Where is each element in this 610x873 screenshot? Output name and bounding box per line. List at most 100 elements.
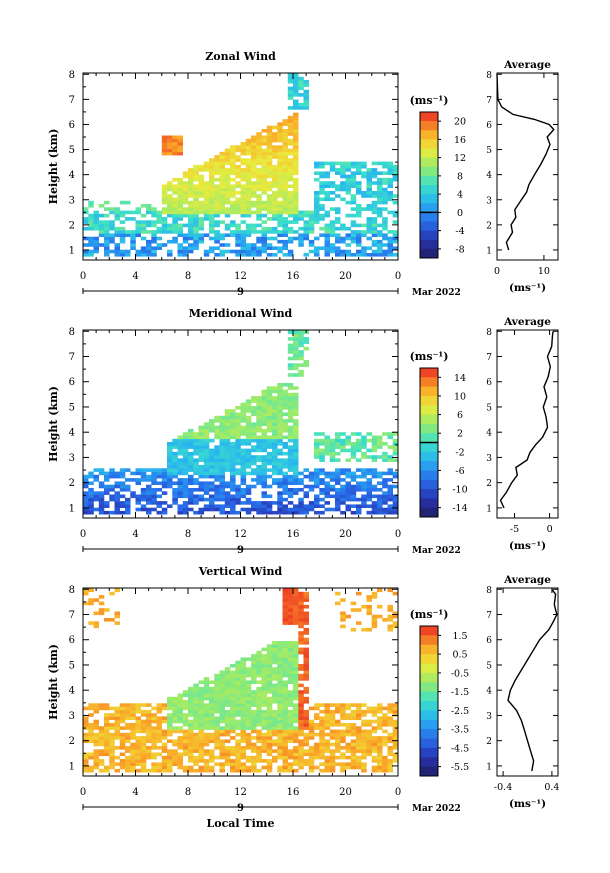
heatmap-cell xyxy=(282,703,288,707)
heatmap-cell xyxy=(314,236,320,241)
heatmap-cell xyxy=(329,752,336,757)
heatmap-cell xyxy=(303,723,309,727)
heatmap-cell xyxy=(266,155,273,159)
heatmap-cell xyxy=(235,223,241,228)
heatmap-cell xyxy=(298,749,304,753)
heatmap-cell xyxy=(361,732,367,737)
heatmap-cell xyxy=(303,739,309,743)
heatmap-cell xyxy=(83,752,89,757)
heatmap-cell xyxy=(83,768,89,773)
heatmap-cell xyxy=(240,458,247,462)
heatmap-cell xyxy=(219,474,225,479)
colorbar-tick-label: 10 xyxy=(454,391,466,402)
heatmap-cell xyxy=(188,732,194,737)
heatmap-cell xyxy=(387,504,393,508)
heatmap-cell xyxy=(245,253,252,257)
heatmap-cell xyxy=(135,709,141,714)
heatmap-cell xyxy=(198,768,205,773)
heatmap-cell xyxy=(282,696,288,701)
heatmap-cell xyxy=(319,703,325,707)
heatmap-cell xyxy=(151,471,157,476)
heatmap-cell xyxy=(104,236,110,241)
heatmap-cell xyxy=(219,484,225,489)
heatmap-cell xyxy=(293,435,299,440)
heatmap-cell xyxy=(282,768,288,773)
heatmap-cell xyxy=(240,664,247,668)
heatmap-cell xyxy=(203,732,210,737)
heatmap-cell xyxy=(293,337,299,341)
heatmap-cell xyxy=(261,742,267,747)
heatmap-cell xyxy=(182,236,189,241)
heatmap-cell xyxy=(282,151,288,156)
heatmap-cell xyxy=(172,151,178,156)
heatmap-cell xyxy=(277,700,283,704)
heatmap-cell xyxy=(287,249,294,254)
heatmap-cell xyxy=(88,703,94,707)
heatmap-cell xyxy=(167,696,173,701)
colorbar-tick-label: -5.5 xyxy=(451,762,469,773)
heatmap-cell xyxy=(98,739,105,743)
heatmap-cell xyxy=(219,220,225,224)
heatmap-cell xyxy=(251,723,257,727)
heatmap-cell xyxy=(156,246,162,250)
heatmap-cell xyxy=(214,488,220,492)
heatmap-cell xyxy=(287,125,294,130)
heatmap-cell xyxy=(287,330,294,335)
heatmap-cell xyxy=(93,217,99,221)
heatmap-cell xyxy=(209,438,215,443)
heatmap-cell xyxy=(203,719,210,724)
average-y-tick-label: 5 xyxy=(486,403,492,413)
heatmap-cell xyxy=(398,703,404,707)
heatmap-cell xyxy=(240,749,247,753)
heatmap-cell xyxy=(167,749,173,753)
heatmap-cell xyxy=(230,719,236,724)
heatmap-cell xyxy=(224,445,231,449)
heatmap-cell xyxy=(350,726,357,730)
heatmap-cell xyxy=(298,677,304,681)
heatmap-cell xyxy=(293,353,299,358)
heatmap-cell xyxy=(282,670,288,675)
heatmap-cell xyxy=(329,494,336,499)
heatmap-cell xyxy=(214,755,220,760)
x-tick-label: 0 xyxy=(395,271,401,282)
heatmap-cell xyxy=(256,142,262,146)
heatmap-cell xyxy=(245,409,252,413)
heatmap-cell xyxy=(135,501,141,505)
heatmap-cell xyxy=(146,749,152,753)
heatmap-cell xyxy=(298,478,304,482)
heatmap-cell xyxy=(356,230,362,234)
heatmap-cell xyxy=(287,595,294,599)
heatmap-cell xyxy=(235,497,241,502)
heatmap-cell xyxy=(230,194,236,198)
heatmap-cell xyxy=(266,507,273,512)
heatmap-cell xyxy=(266,399,273,403)
heatmap-cell xyxy=(266,246,273,250)
heatmap-cell xyxy=(340,184,346,188)
heatmap-cell xyxy=(319,226,325,231)
heatmap-cell xyxy=(245,142,252,146)
heatmap-cell xyxy=(272,650,278,655)
heatmap-cell xyxy=(146,746,152,750)
heatmap-cell xyxy=(277,484,283,489)
heatmap-cell xyxy=(177,468,183,472)
heatmap-cell xyxy=(277,432,283,436)
heatmap-cell xyxy=(324,732,330,737)
heatmap-cell xyxy=(345,504,351,508)
heatmap-cell xyxy=(235,458,241,462)
heatmap-cell xyxy=(287,119,294,123)
heatmap-cell xyxy=(235,726,241,730)
heatmap-cell xyxy=(167,504,173,508)
heatmap-cell xyxy=(335,236,341,241)
heatmap-cell xyxy=(224,425,231,430)
heatmap-cell xyxy=(161,220,168,224)
heatmap-cell xyxy=(188,171,194,175)
heatmap-cell xyxy=(235,174,241,179)
heatmap-cell xyxy=(356,739,362,743)
heatmap-cell xyxy=(251,223,257,228)
heatmap-cell xyxy=(287,494,294,499)
heatmap-cell xyxy=(230,729,236,734)
heatmap-cell xyxy=(251,660,257,665)
heatmap-cell xyxy=(266,226,273,231)
heatmap-cell xyxy=(251,746,257,750)
heatmap-cell xyxy=(167,200,173,205)
